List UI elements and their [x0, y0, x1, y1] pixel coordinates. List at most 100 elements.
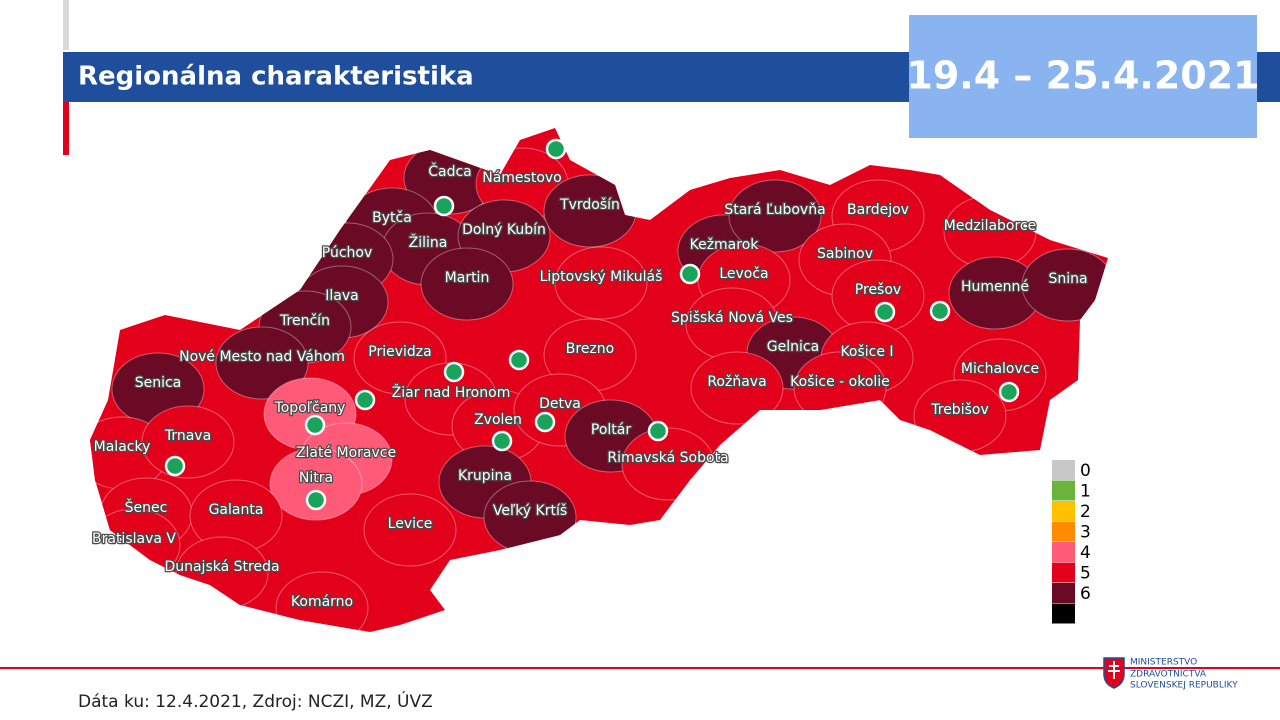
district-area	[728, 179, 822, 253]
hospital-marker	[433, 195, 455, 217]
hospital-marker	[534, 411, 556, 433]
district-area	[269, 447, 363, 521]
red-accent	[63, 102, 69, 155]
hospital-marker	[545, 138, 567, 160]
hospital-marker	[491, 430, 513, 452]
legend-swatch	[1052, 480, 1075, 501]
district-label: Humenné	[961, 279, 1029, 295]
hospital-marker	[304, 414, 326, 436]
district-label: Rožňava	[707, 374, 766, 390]
district-label: Bardejov	[847, 202, 909, 218]
district-label: Zlaté Moravce	[296, 445, 396, 461]
hospital-marker	[679, 263, 701, 285]
district-labels: Čadca Námestovo Tvrdošín Bytča Žilina Dolný K…	[91, 161, 1089, 612]
district-label: Prešov	[855, 282, 901, 298]
legend-swatch	[1052, 460, 1075, 480]
district-label: Veľký Krtíš	[493, 503, 567, 519]
district-area	[215, 326, 309, 400]
district-label: Žiar nad Hronom	[392, 383, 511, 401]
district-label: Námestovo	[482, 170, 562, 186]
legend-label: 4	[1080, 543, 1091, 563]
district-area	[420, 247, 514, 321]
hospital-marker	[354, 389, 376, 411]
district-label: Trebišov	[930, 402, 988, 418]
district-area	[1021, 248, 1108, 322]
legend-swatch	[1052, 562, 1075, 583]
legend-swatch	[1052, 521, 1075, 542]
district-area	[690, 351, 784, 425]
district-label: Liptovský Mikuláš	[540, 269, 663, 285]
legend-swatch	[1052, 603, 1075, 624]
hospital-marker	[164, 455, 186, 477]
hospital-marker	[874, 301, 896, 323]
district-area	[554, 246, 648, 320]
district-label: Krupina	[458, 468, 512, 484]
legend-label: 1	[1080, 482, 1091, 502]
district-label: Prievidza	[368, 344, 431, 360]
district-label: Zvolen	[474, 412, 522, 428]
district-label: Malacky	[94, 439, 151, 455]
logo: MINISTERSTVO ZDRAVOTNÍCTVA SLOVENSKEJ RE…	[1103, 657, 1238, 691]
district-label: Rimavská Sobota	[607, 450, 728, 466]
district-label: Trenčín	[279, 313, 330, 329]
district-label: Dunajská Streda	[164, 559, 279, 575]
logo-line: ZDRAVOTNÍCTVA	[1130, 668, 1207, 680]
district-label: Topoľčany	[274, 400, 346, 416]
district-label: Nové Mesto nad Váhom	[179, 349, 345, 365]
district-label: Detva	[539, 396, 581, 412]
legend-label: 6	[1080, 584, 1091, 604]
hospital-marker	[647, 420, 669, 442]
title: Regionálna charakteristika	[78, 62, 474, 92]
district-area	[363, 493, 457, 567]
legend-label: 0	[1080, 461, 1091, 481]
period: 19.4 – 25.4.2021	[906, 54, 1259, 98]
district-area	[141, 405, 235, 479]
legend-label: 5	[1080, 564, 1091, 584]
hospital-marker	[443, 361, 465, 383]
legend-swatch	[1052, 583, 1075, 603]
district-label: Ilava	[325, 288, 358, 304]
district-label: Košice I	[840, 344, 893, 360]
district-label: Levoča	[719, 266, 768, 282]
logo-cross	[1108, 661, 1120, 679]
district-label: Spišská Nová Ves	[671, 310, 793, 326]
district-label: Medzilaborce	[944, 218, 1037, 234]
hospital-markers	[164, 138, 1020, 511]
hospital-marker	[929, 300, 951, 322]
legend-label: 2	[1080, 502, 1091, 522]
district-label: Bratislava V	[92, 531, 176, 547]
legend-label: 3	[1080, 523, 1091, 543]
district-label: Tvrdošín	[559, 197, 620, 213]
district-label: Snina	[1048, 271, 1087, 287]
district-label: Martin	[445, 270, 490, 286]
district-label: Senica	[135, 375, 182, 391]
logo-line: MINISTERSTVO	[1130, 658, 1197, 668]
district-label: Galanta	[209, 502, 264, 518]
district-label: Čadca	[428, 162, 472, 180]
district-label: Žilina	[409, 233, 448, 251]
district-label: Michalovce	[961, 361, 1039, 377]
district-label: Brezno	[566, 341, 614, 357]
district-areas	[90, 141, 1108, 632]
period-box	[909, 15, 1257, 138]
district-label: Púchov	[322, 245, 373, 261]
hospital-marker	[508, 349, 530, 371]
district-label: Levice	[388, 516, 433, 532]
district-label: Gelnica	[767, 339, 819, 355]
legend-swatch	[1052, 501, 1075, 521]
district-label: Stará Ľubovňa	[724, 202, 825, 218]
district-label: Šenec	[125, 498, 168, 516]
district-label: Košice - okolie	[790, 374, 890, 390]
district-label: Poltár	[591, 422, 631, 438]
district-label: Trnava	[164, 428, 211, 444]
gray-accent	[63, 0, 69, 50]
logo-line: SLOVENSKEJ REPUBLIKY	[1130, 681, 1238, 691]
hospital-marker	[998, 381, 1020, 403]
hospital-marker	[305, 489, 327, 511]
legend-swatch	[1052, 542, 1075, 562]
district-label: Bytča	[372, 210, 412, 226]
source: Dáta ku: 12.4.2021, Zdroj: NCZI, MZ, ÚVZ	[78, 690, 433, 712]
district-label: Nitra	[299, 470, 333, 486]
